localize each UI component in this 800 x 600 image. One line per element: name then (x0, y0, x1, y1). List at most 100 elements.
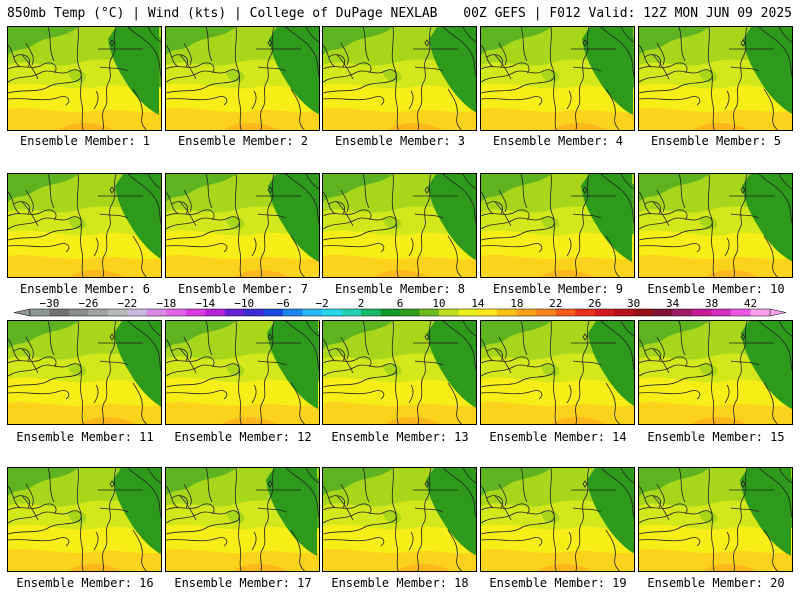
colorbar-swatch (263, 309, 284, 316)
colorbar-tick-label: −22 (117, 297, 137, 310)
ensemble-member-label: Ensemble Member: 14 (489, 430, 627, 444)
colorbar-swatch (283, 309, 303, 316)
ensemble-map (166, 468, 319, 571)
ensemble-member-label: Ensemble Member: 19 (489, 576, 627, 590)
colorbar-tick-label: 18 (510, 297, 523, 310)
ensemble-member-map (480, 320, 635, 425)
colorbar-swatch (555, 309, 576, 316)
colorbar-tick-label: −6 (277, 297, 290, 310)
ensemble-map (639, 27, 792, 130)
ensemble-member-map (322, 467, 477, 572)
ensemble-map (8, 468, 161, 571)
colorbar-swatch (302, 309, 323, 316)
colorbar-swatch (127, 309, 148, 316)
ensemble-member-map (165, 320, 320, 425)
ensemble-map (166, 27, 319, 130)
colorbar-swatch (438, 309, 459, 316)
ensemble-map (481, 468, 634, 571)
colorbar-swatch (516, 309, 537, 316)
title-left: 850mb Temp (°C) | Wind (kts) | College o… (7, 6, 438, 21)
colorbar-tick-label: 26 (588, 297, 601, 310)
colorbar-swatch (88, 309, 109, 316)
ensemble-member-label: Ensemble Member: 11 (16, 430, 154, 444)
ensemble-map (323, 321, 476, 424)
ensemble-member-label: Ensemble Member: 10 (647, 282, 785, 296)
ensemble-member-map (165, 467, 320, 572)
colorbar-swatch (166, 309, 187, 316)
ensemble-member-label: Ensemble Member: 6 (19, 282, 151, 296)
colorbar-swatch (458, 309, 479, 316)
ensemble-map (8, 174, 161, 277)
ensemble-member-label: Ensemble Member: 15 (647, 430, 785, 444)
colorbar-swatch (497, 309, 518, 316)
ensemble-member-map (638, 320, 793, 425)
colorbar-swatch (68, 309, 89, 316)
colorbar-swatch (653, 309, 673, 316)
ensemble-member-map (322, 320, 477, 425)
colorbar-tick-label: 2 (358, 297, 365, 310)
ensemble-member-map (322, 26, 477, 131)
ensemble-member-label: Ensemble Member: 2 (177, 134, 309, 148)
ensemble-member-label: Ensemble Member: 7 (177, 282, 309, 296)
ensemble-member-label: Ensemble Member: 8 (334, 282, 466, 296)
title-right: 00Z GEFS | F012 Valid: 12Z MON JUN 09 20… (463, 6, 792, 21)
ensemble-map (166, 174, 319, 277)
temperature-colorbar: −30 −26 −22 −18 −14 −10 −6 −2 2 6 10 14 18 22 26 30 34 38… (13, 297, 787, 317)
ensemble-member-label: Ensemble Member: 9 (492, 282, 624, 296)
colorbar-outline (29, 308, 771, 317)
ensemble-member-label: Ensemble Member: 3 (334, 134, 466, 148)
ensemble-map (323, 468, 476, 571)
ensemble-member-map (638, 26, 793, 131)
colorbar-swatch (614, 309, 634, 316)
colorbar-swatch (185, 309, 206, 316)
colorbar-swatch (341, 309, 362, 316)
ensemble-member-label: Ensemble Member: 16 (16, 576, 154, 590)
ensemble-member-map (638, 173, 793, 278)
colorbar-tick-label: −30 (40, 297, 60, 310)
colorbar-swatch (633, 309, 654, 316)
ensemble-member-label: Ensemble Member: 13 (331, 430, 469, 444)
colorbar-right-arrow (769, 308, 787, 317)
ensemble-member-label: Ensemble Member: 12 (174, 430, 312, 444)
colorbar-tick-label: −2 (315, 297, 328, 310)
ensemble-map (481, 321, 634, 424)
ensemble-member-label: Ensemble Member: 17 (174, 576, 312, 590)
colorbar-tick-label: −26 (78, 297, 98, 310)
ensemble-member-map (7, 173, 162, 278)
colorbar-swatch (750, 309, 771, 316)
colorbar-tick-label: 6 (397, 297, 404, 310)
colorbar-left-arrow (13, 308, 31, 317)
ensemble-map (8, 27, 161, 130)
colorbar-swatch (692, 309, 712, 316)
colorbar-swatch (536, 309, 557, 316)
colorbar-tick-label: 10 (432, 297, 445, 310)
ensemble-member-map (7, 467, 162, 572)
colorbar-swatch (361, 309, 381, 316)
ensemble-member-map (638, 467, 793, 572)
colorbar-tick-label: 22 (549, 297, 562, 310)
ensemble-map (639, 174, 792, 277)
colorbar-swatch (575, 309, 596, 316)
colorbar-tick-label: 34 (666, 297, 680, 310)
colorbar-tick-label: 14 (471, 297, 485, 310)
colorbar-swatch (30, 309, 50, 316)
colorbar-swatch (400, 309, 420, 316)
ensemble-member-label: Ensemble Member: 5 (650, 134, 782, 148)
ensemble-map (481, 174, 634, 277)
ensemble-member-map (7, 320, 162, 425)
ensemble-map (8, 321, 161, 424)
ensemble-member-label: Ensemble Member: 18 (331, 576, 469, 590)
colorbar-swatch (672, 309, 693, 316)
ensemble-member-map (480, 467, 635, 572)
colorbar-tick-label: −18 (156, 297, 176, 310)
colorbar-tick-label: 38 (705, 297, 718, 310)
colorbar-tick-label: −14 (195, 297, 215, 310)
colorbar-swatch (146, 309, 167, 316)
ensemble-map (639, 468, 792, 571)
ensemble-member-map (480, 26, 635, 131)
ensemble-map (166, 321, 319, 424)
ensemble-member-label: Ensemble Member: 4 (492, 134, 624, 148)
ensemble-member-map (7, 26, 162, 131)
ensemble-member-map (480, 173, 635, 278)
ensemble-map (323, 27, 476, 130)
